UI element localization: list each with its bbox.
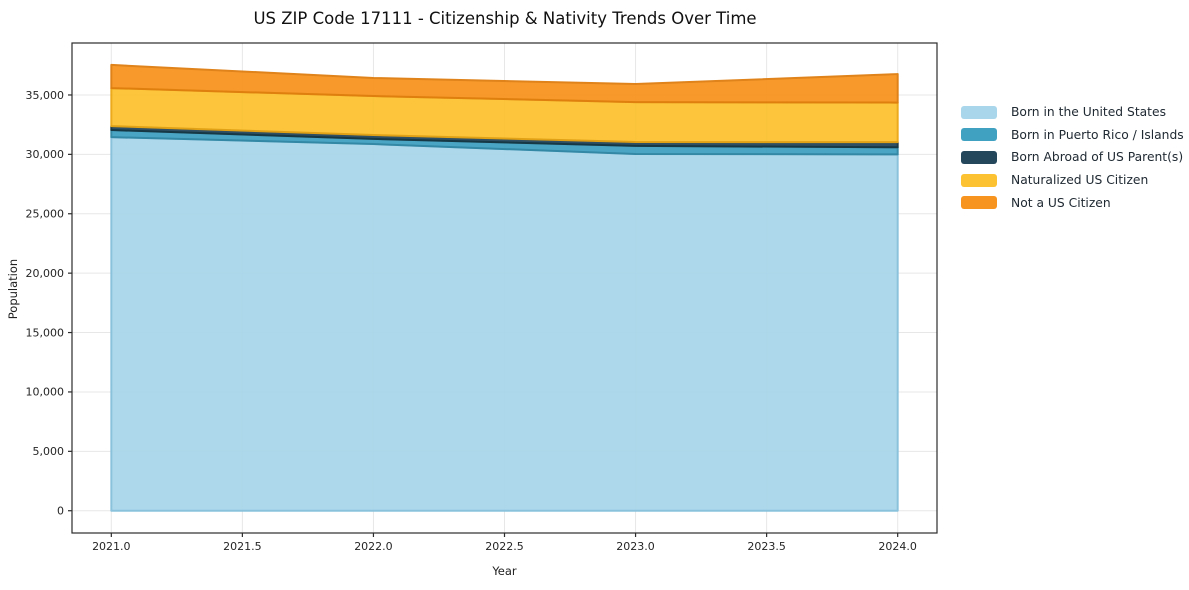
legend-swatch-icon — [961, 128, 997, 142]
legend-item: Born in Puerto Rico / Islands — [961, 124, 1184, 147]
y-tick-label: 20,000 — [26, 267, 65, 280]
y-tick-label: 25,000 — [26, 208, 65, 221]
legend-label: Born Abroad of US Parent(s) — [1011, 150, 1184, 165]
legend-swatch-icon — [961, 150, 997, 164]
legend-item: Not a US Citizen — [961, 191, 1184, 214]
x-tick-label: 2024.0 — [878, 540, 917, 553]
x-axis-label: Year — [492, 564, 517, 578]
legend-swatch-icon — [961, 173, 997, 187]
x-tick-label: 2022.5 — [485, 540, 524, 553]
x-tick-label: 2021.0 — [92, 540, 131, 553]
y-tick-label: 0 — [57, 505, 64, 518]
x-tick-label: 2021.5 — [223, 540, 262, 553]
area-series-born-in-the-united-states — [110, 136, 899, 512]
y-tick-label: 15,000 — [26, 326, 65, 339]
y-tick-label: 10,000 — [26, 386, 65, 399]
legend-swatch-icon — [961, 196, 997, 210]
y-tick-label: 30,000 — [26, 148, 65, 161]
area-series-not-a-us-citizen — [110, 63, 899, 104]
legend-item: Born in the United States — [961, 101, 1184, 124]
legend-item: Naturalized US Citizen — [961, 169, 1184, 192]
legend-item: Born Abroad of US Parent(s) — [961, 146, 1184, 169]
legend-label: Born in the United States — [1011, 105, 1166, 120]
chart-title: US ZIP Code 17111 - Citizenship & Nativi… — [253, 9, 757, 28]
x-tick-label: 2023.5 — [747, 540, 786, 553]
legend-label: Born in Puerto Rico / Islands — [1011, 127, 1184, 142]
y-axis-label: Population — [6, 258, 20, 320]
legend: Born in the United States Born in Puerto … — [961, 101, 1184, 214]
legend-label: Naturalized US Citizen — [1011, 173, 1149, 188]
y-tick-label: 5,000 — [33, 445, 65, 458]
legend-swatch-icon — [961, 105, 997, 119]
x-tick-label: 2022.0 — [354, 540, 393, 553]
y-tick-label: 35,000 — [26, 89, 65, 102]
legend-label: Not a US Citizen — [1011, 195, 1111, 210]
x-tick-label: 2023.0 — [616, 540, 655, 553]
